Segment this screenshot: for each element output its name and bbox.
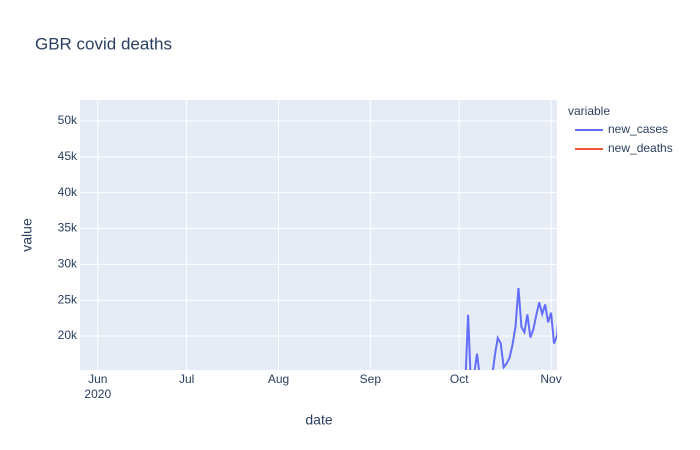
x-tick-label: Jun 2020 — [84, 372, 111, 401]
x-axis-title: date — [305, 412, 332, 428]
y-axis-title: value — [19, 218, 35, 252]
y-tick-label: 30k — [58, 257, 78, 271]
legend-title: variable — [568, 104, 610, 118]
plot-area — [80, 100, 557, 370]
x-tick-label: Jul — [179, 372, 194, 386]
legend-label: new_cases — [608, 122, 668, 136]
y-tick-label: 45k — [58, 149, 78, 163]
y-tick-label: 25k — [58, 292, 78, 306]
legend-label: new_deaths — [608, 141, 673, 155]
x-tick-label: Oct — [450, 372, 469, 386]
x-tick-label: Nov — [540, 372, 561, 386]
x-tick-label: Sep — [360, 372, 382, 386]
y-tick-label: 20k — [58, 328, 78, 342]
y-tick-label: 35k — [58, 221, 78, 235]
line-series — [464, 288, 557, 370]
y-tick-label: 40k — [58, 185, 78, 199]
x-tick-label: Aug — [268, 372, 289, 386]
chart-title: GBR covid deaths — [35, 34, 172, 53]
y-tick-label: 50k — [58, 113, 78, 127]
